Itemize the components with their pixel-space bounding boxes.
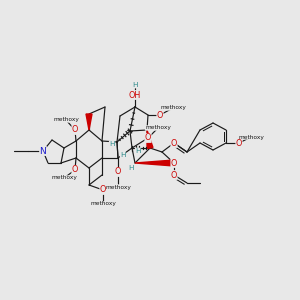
Polygon shape (86, 114, 92, 130)
Text: O: O (72, 166, 78, 175)
Text: H: H (120, 152, 126, 158)
Text: N: N (40, 146, 46, 155)
Text: methoxy: methoxy (105, 184, 131, 190)
Text: O: O (145, 134, 151, 142)
Text: O: O (171, 170, 177, 179)
Text: methoxy: methoxy (145, 125, 171, 130)
Text: O: O (171, 158, 177, 167)
Text: H: H (132, 82, 138, 88)
Text: methoxy: methoxy (238, 134, 264, 140)
Text: OH: OH (129, 91, 141, 100)
Text: methoxy: methoxy (51, 176, 77, 181)
Text: H: H (109, 141, 115, 147)
Text: O: O (100, 185, 106, 194)
Text: O: O (72, 166, 78, 175)
Text: O: O (236, 139, 242, 148)
Polygon shape (147, 130, 153, 148)
Text: H: H (128, 165, 134, 171)
Text: OH: OH (129, 91, 141, 100)
Text: H: H (135, 148, 141, 154)
Text: O: O (100, 185, 106, 194)
Text: methoxy: methoxy (53, 118, 79, 122)
Text: O: O (115, 167, 121, 176)
Text: H: H (135, 148, 141, 154)
Text: methoxy: methoxy (53, 118, 79, 122)
Text: H: H (128, 165, 134, 171)
Text: methoxy: methoxy (160, 106, 186, 110)
Text: methoxy: methoxy (105, 184, 131, 190)
Text: O: O (157, 110, 163, 119)
Text: O: O (171, 139, 177, 148)
Text: O: O (72, 125, 78, 134)
Text: O: O (171, 158, 177, 167)
Text: H: H (132, 82, 138, 88)
Text: N: N (40, 146, 46, 155)
Text: O: O (236, 139, 242, 148)
Text: O: O (157, 110, 163, 119)
Text: O: O (115, 167, 121, 176)
Text: O: O (171, 170, 177, 179)
Text: H: H (109, 141, 115, 147)
Text: O: O (72, 125, 78, 134)
Text: O: O (171, 139, 177, 148)
Text: methoxy: methoxy (90, 202, 116, 206)
Text: methoxy: methoxy (145, 125, 171, 130)
Polygon shape (135, 160, 174, 166)
Text: methoxy: methoxy (51, 176, 77, 181)
Text: O: O (145, 134, 151, 142)
Text: methoxy: methoxy (238, 134, 264, 140)
Text: methoxy: methoxy (90, 202, 116, 206)
Text: H: H (120, 152, 126, 158)
Text: methoxy: methoxy (160, 106, 186, 110)
